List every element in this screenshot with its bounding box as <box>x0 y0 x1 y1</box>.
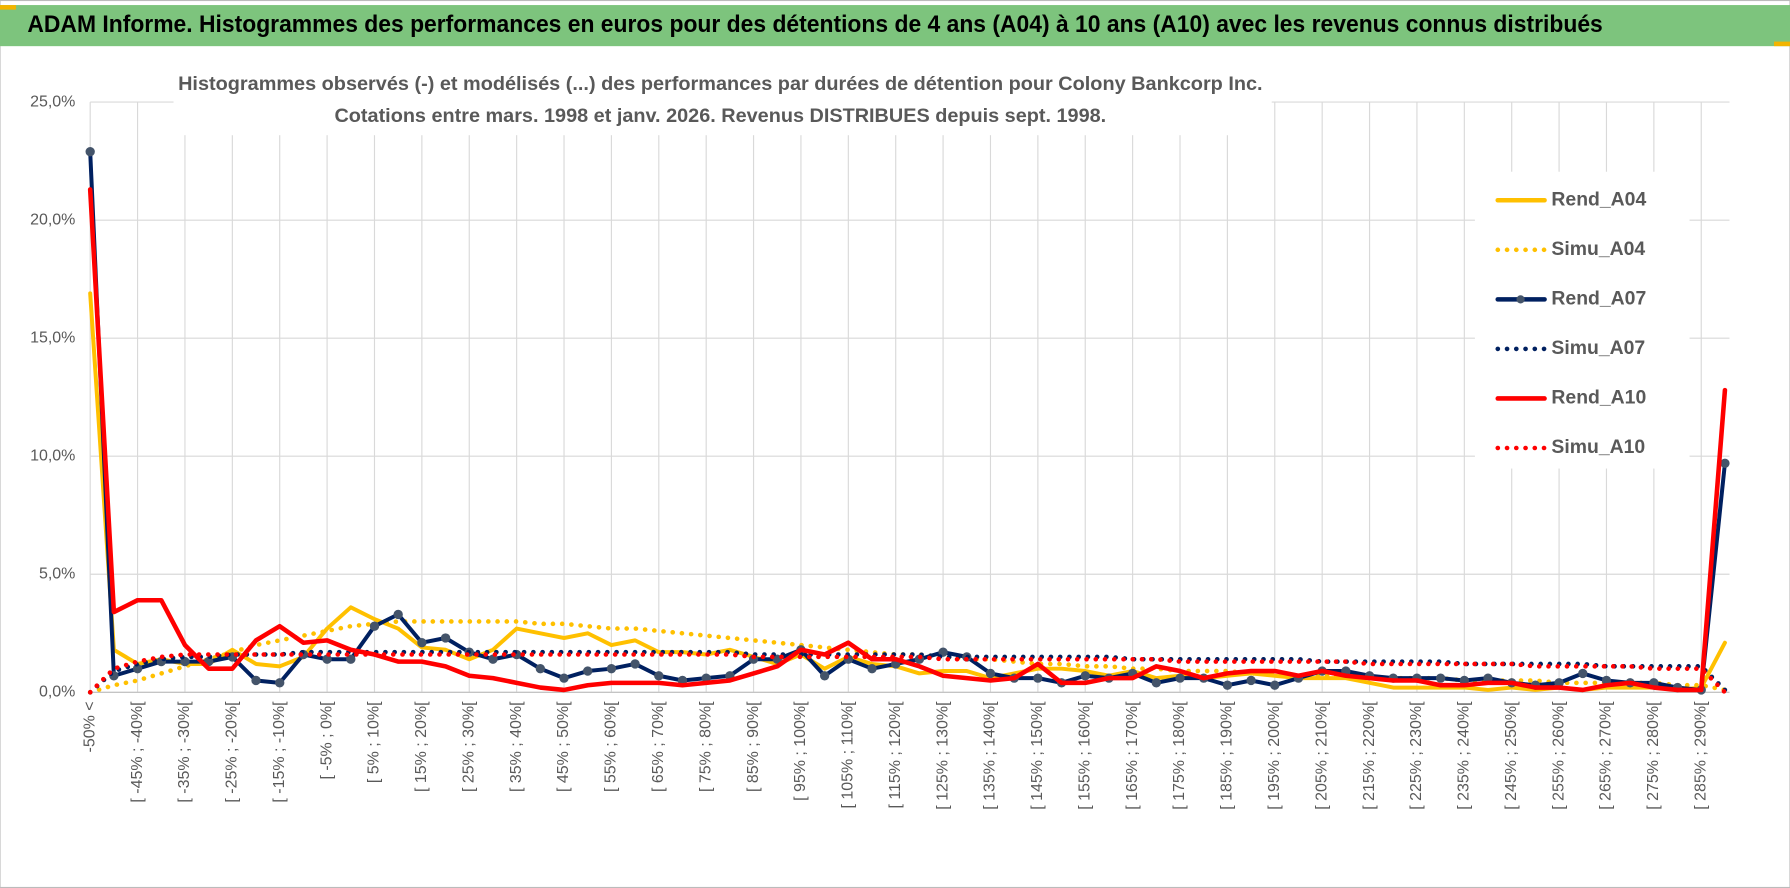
x-tick-label: [ 195% ; 200%[ <box>1266 701 1283 810</box>
x-tick-label: [ -15% ; -10%[ <box>271 701 288 803</box>
point-marker <box>1578 668 1588 679</box>
x-tick-label: [ 225% ; 230%[ <box>1408 701 1425 810</box>
chart-subtitle: Cotations entre mars. 1998 et janv. 2026… <box>334 105 1106 127</box>
point-marker <box>985 668 996 679</box>
header-title: ADAM Informe. Histogrammes des performan… <box>27 11 1602 38</box>
x-tick-label: [ 265% ; 270%[ <box>1598 701 1615 810</box>
x-tick-label: [ 35% ; 40%[ <box>508 701 525 792</box>
y-tick-label: 20,0% <box>30 211 75 228</box>
y-tick-label: 0,0% <box>39 684 75 701</box>
point-marker <box>393 609 403 620</box>
x-tick-label: [ 125% ; 130%[ <box>934 701 951 810</box>
x-tick-label: [ 5% ; 10%[ <box>366 701 383 783</box>
point-marker <box>535 664 546 674</box>
x-tick-label: [ -25% ; -20%[ <box>224 701 241 803</box>
x-tick-label: [ 85% ; 90%[ <box>745 701 762 792</box>
x-tick-label: [ -45% ; -40%[ <box>129 701 146 803</box>
legend-marker <box>1516 295 1525 304</box>
x-tick-label: [ 175% ; 180%[ <box>1171 701 1188 810</box>
x-tick-label: [ 185% ; 190%[ <box>1219 701 1236 810</box>
x-tick-label: [ 95% ; 100%[ <box>792 701 809 801</box>
point-marker <box>85 146 95 157</box>
point-marker <box>1246 675 1256 686</box>
point-marker <box>606 664 617 674</box>
legend-bg <box>1474 171 1690 469</box>
title-bg <box>173 68 1272 136</box>
point-marker <box>630 659 640 669</box>
point-marker <box>251 675 261 686</box>
x-tick-label: [ 205% ; 210%[ <box>1313 701 1330 810</box>
legend-label: Simu_A04 <box>1551 238 1645 260</box>
x-tick-label: [ 135% ; 140%[ <box>982 701 999 810</box>
legend-label: Rend_A10 <box>1551 387 1646 409</box>
series-line <box>87 187 1728 693</box>
y-tick-label: 5,0% <box>39 565 75 582</box>
x-tick-label: [ 15% ; 20%[ <box>413 701 430 792</box>
x-tick-label: -50% < <box>81 701 98 752</box>
point-marker <box>583 666 593 676</box>
legend: Rend_A04 Simu_A04 Rend_A07 Simu_A07 Rend_A10… <box>1495 188 1646 458</box>
x-tick-label: [ 75% ; 80%[ <box>697 701 714 792</box>
x-tick-label: [ 25% ; 30%[ <box>460 701 477 792</box>
legend-label: Rend_A07 <box>1551 287 1646 309</box>
point-marker <box>1222 680 1233 690</box>
point-marker <box>417 638 427 648</box>
x-tick-label: [ 105% ; 110%[ <box>840 701 857 809</box>
x-tick-label: [ 255% ; 260%[ <box>1550 701 1567 810</box>
series-line <box>88 291 1727 692</box>
legend-label: Simu_A07 <box>1551 337 1645 359</box>
point-marker <box>1151 678 1162 688</box>
point-marker <box>1435 673 1446 683</box>
x-tick-label: [ -35% ; -30%[ <box>176 701 193 803</box>
x-tick-label: [ 165% ; 170%[ <box>1124 701 1141 810</box>
x-tick-label: [ 215% ; 220%[ <box>1361 701 1378 810</box>
x-tick-label: [ 45% ; 50%[ <box>555 701 572 792</box>
x-tick-label: [ 245% ; 250%[ <box>1503 701 1520 810</box>
point-marker <box>1033 673 1043 683</box>
x-tick-label: [ 275% ; 280%[ <box>1645 701 1662 810</box>
x-tick-label: [ 115% ; 120%[ <box>887 701 904 809</box>
legend-label: Simu_A10 <box>1551 436 1645 458</box>
legend-label: Rend_A04 <box>1551 188 1646 210</box>
x-tick-label: [ 65% ; 70%[ <box>650 701 667 792</box>
point-marker <box>346 654 356 664</box>
plot <box>85 146 1730 695</box>
point-marker <box>1175 673 1185 683</box>
x-tick-label: [ 145% ; 150%[ <box>1029 701 1046 810</box>
x-tick-label: [ 155% ; 160%[ <box>1076 701 1093 810</box>
point-marker <box>867 664 877 674</box>
point-marker <box>180 656 190 667</box>
corner <box>1774 41 1790 47</box>
point-marker <box>938 647 948 657</box>
x-tick-label: [ 285% ; 290%[ <box>1692 701 1709 810</box>
x-tick-label: [ -5% ; 0%[ <box>318 701 335 780</box>
corner <box>0 5 16 10</box>
grid <box>89 101 1730 693</box>
point-marker <box>369 621 380 631</box>
y-tick-label: 25,0% <box>30 93 75 110</box>
x-tick-label: [ 55% ; 60%[ <box>603 701 620 792</box>
point-marker <box>819 671 830 681</box>
point-marker <box>322 654 332 664</box>
point-marker <box>1720 458 1730 468</box>
x-tick-label: [ 235% ; 240%[ <box>1456 701 1473 810</box>
point-marker <box>654 671 664 681</box>
y-tick-label: 10,0% <box>30 447 75 464</box>
header-bar <box>0 5 1790 47</box>
point-marker <box>440 633 451 643</box>
point-marker <box>1270 680 1280 690</box>
point-marker <box>275 678 285 688</box>
point-marker <box>559 673 569 683</box>
y-tick-label: 15,0% <box>30 329 75 346</box>
chart-title: Histogrammes observés (-) et modélisés (… <box>178 73 1263 95</box>
point-marker <box>1080 671 1090 681</box>
